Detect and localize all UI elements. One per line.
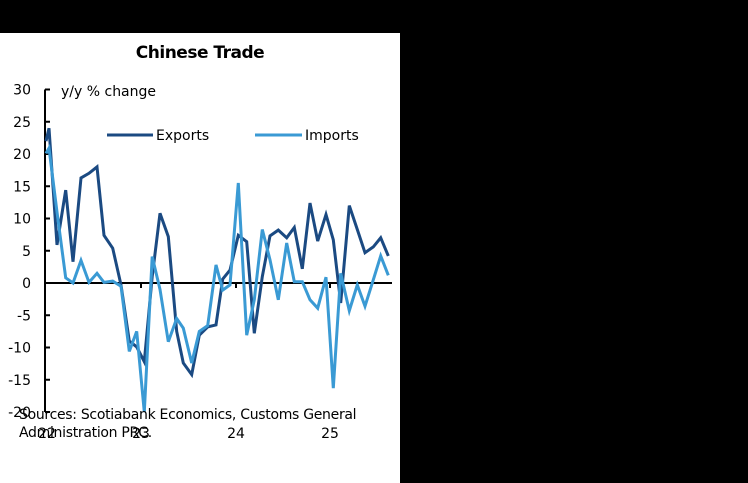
- y-tick-label: -15: [8, 373, 31, 389]
- source-line-1: Sources: Scotiabank Economics, Customs G…: [19, 407, 357, 423]
- source-note: Sources: Scotiabank Economics, Customs G…: [19, 406, 399, 442]
- chart-title: Chinese Trade: [135, 43, 265, 63]
- y-tick-label: -20: [8, 405, 31, 421]
- y-tick-label: 10: [13, 212, 31, 228]
- y-tick-label: -5: [17, 308, 31, 324]
- y-tick-label: 20: [13, 147, 31, 163]
- y-tick-label: -10: [8, 341, 31, 357]
- x-tick-label: 22: [38, 426, 56, 442]
- y-tick-label: 0: [22, 276, 31, 292]
- line-chart: 30 25 20 15 10 5 0 -5 -10 -15 -20 22 23 24 25 y/y % c…: [8, 83, 392, 442]
- legend-imports-label: Imports: [305, 128, 359, 144]
- x-tick-label: 24: [227, 426, 245, 442]
- x-tick-label: 25: [321, 426, 339, 442]
- legend: Exports Imports: [107, 128, 359, 144]
- series-line-imports: [44, 143, 390, 413]
- y-tick-label: 15: [13, 179, 31, 195]
- y-axis: 30 25 20 15 10 5 0 -5 -10 -15 -20: [8, 83, 50, 421]
- chart-panel: Chinese Trade: [0, 33, 400, 483]
- source-line-2: Administration PRC.: [19, 425, 152, 441]
- x-tick-label: 23: [132, 426, 150, 442]
- y-tick-label: 30: [13, 83, 31, 99]
- series-line-exports: [44, 127, 390, 379]
- y-tick-label: 5: [22, 244, 31, 260]
- legend-exports-label: Exports: [156, 128, 209, 144]
- y-tick-label: 25: [13, 115, 31, 131]
- y-axis-label: y/y % change: [61, 84, 156, 100]
- series-lines: [44, 127, 390, 413]
